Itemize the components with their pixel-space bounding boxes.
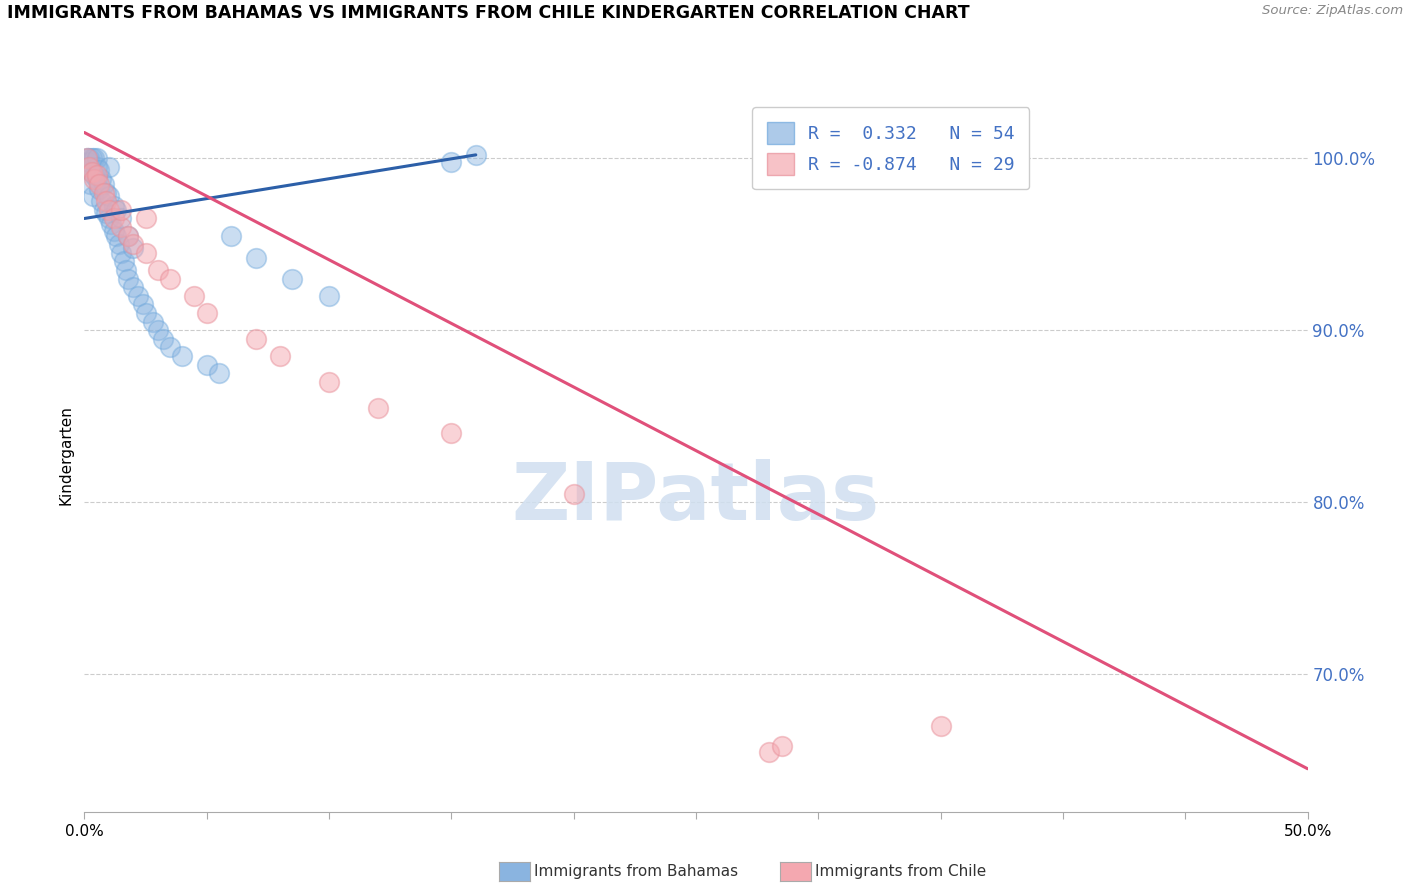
Point — [83, 151, 105, 165]
Point — [115, 263, 138, 277]
Point — [83, 169, 105, 183]
Point — [117, 228, 139, 243]
Point — [464, 148, 486, 162]
Point — [929, 719, 952, 733]
Point — [269, 349, 291, 363]
Point — [76, 151, 98, 165]
Point — [80, 165, 103, 179]
Text: Immigrants from Chile: Immigrants from Chile — [815, 864, 987, 879]
Point — [96, 194, 118, 209]
Point — [135, 211, 157, 226]
Point — [103, 223, 125, 237]
Point — [96, 186, 118, 200]
Point — [562, 486, 585, 500]
Point — [83, 172, 105, 186]
Point — [245, 251, 267, 265]
Point — [122, 280, 145, 294]
Point — [77, 160, 100, 174]
Point — [110, 220, 132, 235]
Point — [93, 202, 115, 217]
Point — [79, 177, 101, 191]
Point — [112, 254, 135, 268]
Point — [97, 189, 120, 203]
Point — [122, 237, 145, 252]
Point — [770, 739, 793, 754]
Point — [195, 306, 218, 320]
Point — [80, 165, 103, 179]
Text: IMMIGRANTS FROM BAHAMAS VS IMMIGRANTS FROM CHILE KINDERGARTEN CORRELATION CHART: IMMIGRANTS FROM BAHAMAS VS IMMIGRANTS FR… — [7, 4, 970, 22]
Text: ZIPatlas: ZIPatlas — [512, 458, 880, 537]
Point — [132, 297, 155, 311]
Point — [97, 160, 120, 174]
Point — [440, 154, 463, 169]
Point — [80, 151, 103, 165]
Point — [110, 202, 132, 217]
Point — [219, 228, 242, 243]
Point — [107, 237, 129, 252]
Point — [146, 263, 169, 277]
Point — [281, 271, 304, 285]
Point — [86, 160, 108, 174]
Point — [77, 151, 100, 165]
Point — [142, 315, 165, 329]
Point — [117, 271, 139, 285]
Point — [77, 160, 100, 174]
Point — [135, 306, 157, 320]
Point — [90, 172, 112, 186]
Point — [87, 182, 110, 196]
Point — [367, 401, 389, 415]
Point — [76, 151, 98, 165]
Point — [97, 211, 120, 226]
Point — [183, 289, 205, 303]
Point — [86, 151, 108, 165]
Point — [195, 358, 218, 372]
Point — [172, 349, 194, 363]
Point — [245, 332, 267, 346]
Point — [159, 341, 181, 355]
Point — [135, 245, 157, 260]
Point — [146, 323, 169, 337]
Point — [110, 211, 132, 226]
Point — [110, 245, 132, 260]
Point — [758, 745, 780, 759]
Point — [82, 189, 104, 203]
Point — [100, 217, 122, 231]
Point — [90, 194, 112, 209]
Point — [87, 163, 110, 178]
Point — [103, 199, 125, 213]
Point — [318, 375, 340, 389]
Point — [97, 202, 120, 217]
Point — [440, 426, 463, 441]
Text: Immigrants from Bahamas: Immigrants from Bahamas — [534, 864, 738, 879]
Point — [103, 211, 125, 226]
Point — [127, 289, 149, 303]
Point — [117, 228, 139, 243]
Text: Source: ZipAtlas.com: Source: ZipAtlas.com — [1263, 4, 1403, 18]
Point — [318, 289, 340, 303]
Point — [105, 228, 128, 243]
Point — [105, 202, 128, 217]
Y-axis label: Kindergarten: Kindergarten — [58, 405, 73, 505]
Point — [93, 177, 115, 191]
Point — [122, 241, 145, 255]
Point — [93, 186, 115, 200]
Point — [86, 172, 108, 186]
Point — [208, 366, 231, 380]
Point — [86, 169, 108, 183]
Legend: R =  0.332   N = 54, R = -0.874   N = 29: R = 0.332 N = 54, R = -0.874 N = 29 — [752, 107, 1029, 189]
Point — [77, 154, 100, 169]
Point — [87, 177, 110, 191]
Point — [159, 271, 181, 285]
Point — [152, 332, 174, 346]
Point — [96, 206, 118, 220]
